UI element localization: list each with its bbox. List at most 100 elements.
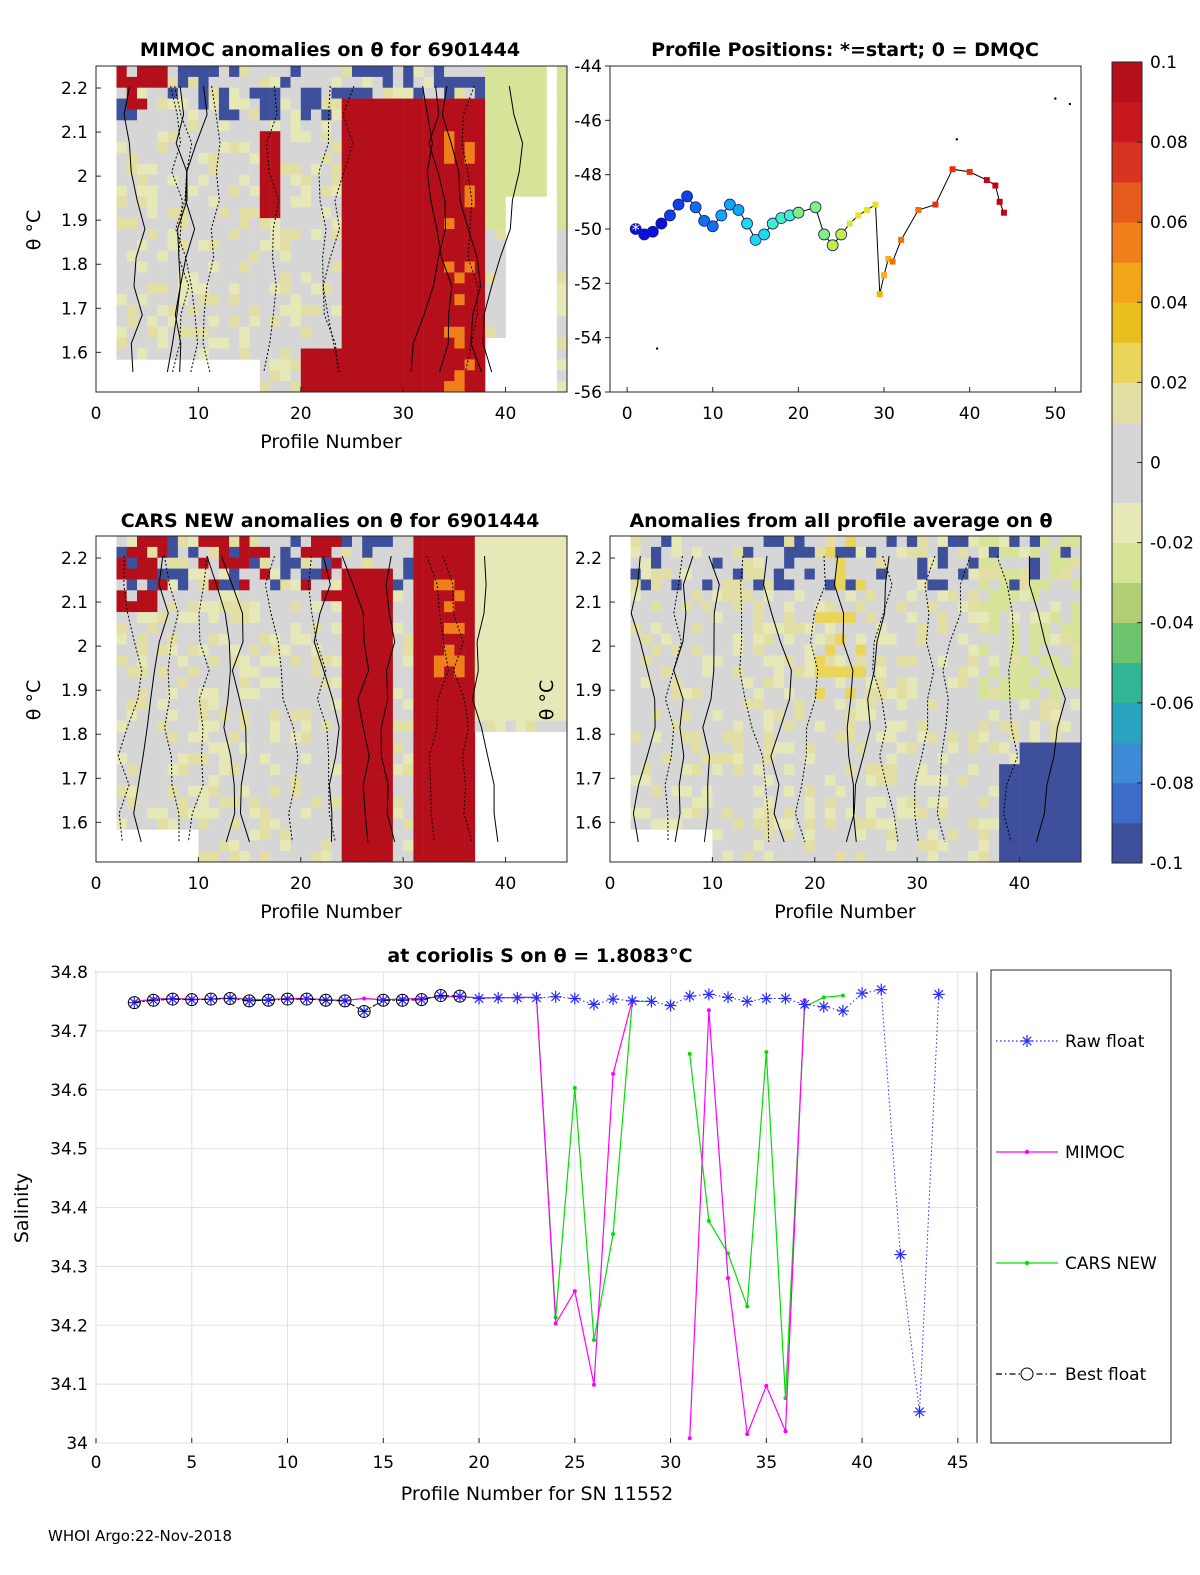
heatmap-cell — [229, 348, 240, 360]
heatmap-cell — [546, 601, 557, 613]
heatmap-cell — [362, 699, 373, 711]
heatmap-cell — [825, 818, 836, 830]
heatmap-cell — [116, 742, 127, 754]
heatmap-cell — [732, 612, 744, 624]
heatmap-cell — [464, 579, 476, 591]
raw-float-marker — [934, 989, 944, 999]
heatmap-cell — [651, 612, 662, 624]
heatmap-cell — [988, 709, 1000, 722]
x-tick-label: 5 — [186, 1453, 197, 1473]
heatmap-cell — [661, 764, 672, 776]
heatmap-cell — [896, 546, 908, 559]
heatmap-cell — [392, 796, 404, 808]
heatmap-cell — [712, 666, 723, 678]
heatmap-cell — [691, 666, 703, 678]
heatmap-cell — [300, 851, 312, 863]
best-float-marker — [319, 993, 333, 1007]
heatmap-cell — [290, 579, 301, 591]
cars-new-point — [572, 1085, 577, 1090]
heatmap-cell — [177, 326, 189, 338]
heatmap-cell — [239, 557, 250, 569]
heatmap-cell — [423, 261, 435, 273]
heatmap-cell — [732, 720, 744, 732]
heatmap-cell — [218, 840, 230, 852]
heatmap-cell — [485, 120, 496, 132]
heatmap-cell — [403, 142, 414, 154]
heatmap-cell — [229, 261, 240, 273]
heatmap-cell — [259, 218, 271, 230]
heatmap-cell — [188, 174, 199, 186]
heatmap-cell — [958, 753, 969, 765]
heatmap-cell — [536, 633, 547, 645]
heatmap-cell — [937, 557, 949, 569]
x-tick-label: 40 — [851, 1453, 873, 1473]
heatmap-cell — [927, 785, 938, 798]
heatmap-cell — [116, 283, 127, 295]
heatmap-cell — [137, 261, 148, 273]
heatmap-cell — [526, 76, 537, 89]
heatmap-cell — [855, 622, 867, 635]
heatmap-cell — [167, 109, 179, 121]
heatmap-cell — [927, 655, 938, 667]
heatmap-cell — [280, 76, 291, 89]
heatmap-cell — [763, 807, 775, 819]
heatmap-cell — [661, 709, 672, 722]
heatmap-cell — [177, 579, 189, 591]
heatmap-cell — [515, 644, 527, 656]
heatmap-cell — [886, 699, 897, 711]
heatmap-cell — [198, 229, 209, 241]
heatmap-cell — [464, 305, 476, 317]
heatmap-cell — [413, 250, 424, 262]
heatmap-cell — [1060, 601, 1071, 613]
heatmap-cell — [137, 612, 148, 624]
heatmap-cell — [743, 612, 754, 624]
heatmap-cell — [958, 579, 969, 591]
heatmap-cell — [464, 250, 476, 262]
average-xticks: 0 10 20 30 40 — [605, 857, 1030, 894]
heatmap-cell — [341, 185, 353, 197]
heatmap-cell — [218, 196, 230, 208]
heatmap-cell — [218, 709, 230, 722]
heatmap-cell — [732, 655, 744, 667]
heatmap-cell — [999, 655, 1010, 667]
heatmap-cell — [454, 272, 465, 284]
heatmap-cell — [177, 709, 189, 722]
heatmap-cell — [259, 557, 271, 569]
heatmap-cell — [835, 590, 846, 602]
heatmap-cell — [208, 98, 220, 110]
heatmap-cell — [382, 731, 394, 743]
heatmap-cell — [1070, 829, 1082, 841]
heatmap-cell — [526, 109, 537, 121]
heatmap-cell — [249, 818, 261, 830]
heatmap-cell — [147, 818, 158, 830]
colorbar-tick-label: 0.1 — [1150, 53, 1177, 73]
heatmap-cell — [208, 207, 220, 219]
heatmap-cell — [321, 699, 332, 711]
speck — [955, 138, 959, 141]
heatmap-cell — [290, 807, 301, 819]
heatmap-cell — [229, 622, 240, 635]
raw-float-marker — [914, 1407, 925, 1417]
heatmap-cell — [167, 185, 179, 197]
heatmap-cell — [1019, 807, 1031, 819]
heatmap-cell — [392, 590, 404, 602]
heatmap-cell — [198, 218, 209, 230]
heatmap-cell — [341, 579, 353, 591]
heatmap-cell — [1019, 731, 1031, 743]
heatmap-cell — [835, 568, 846, 580]
heatmap-cell — [116, 152, 127, 165]
heatmap-cell — [651, 699, 662, 711]
heatmap-cell — [382, 546, 394, 559]
heatmap-cell — [556, 633, 568, 645]
heatmap-cell — [1019, 753, 1031, 765]
heatmap-cell — [259, 818, 271, 830]
heatmap-cell — [126, 142, 138, 154]
heatmap-cell — [1060, 851, 1071, 863]
heatmap-cell — [321, 677, 332, 689]
heatmap-cell — [515, 579, 527, 591]
position-marker — [698, 214, 711, 227]
heatmap-cell — [896, 699, 908, 711]
heatmap-cell — [403, 579, 414, 591]
heatmap-cell — [290, 218, 301, 230]
heatmap-cell — [177, 261, 189, 273]
